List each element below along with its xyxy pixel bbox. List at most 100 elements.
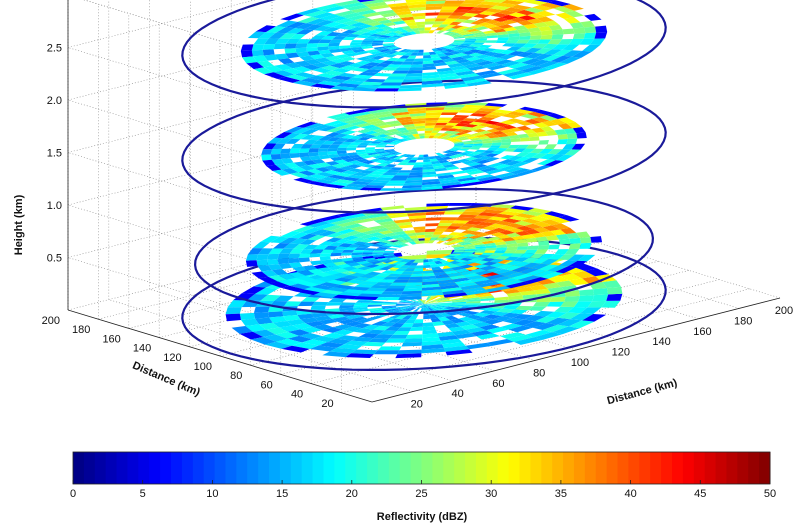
echo-cell: [448, 44, 460, 47]
echo-cell: [512, 319, 536, 326]
colorbar-segment: [486, 452, 499, 484]
echo-cell: [386, 128, 399, 133]
echo-cell: [418, 154, 424, 158]
echo-cell: [602, 280, 622, 288]
echo-cell: [300, 134, 317, 140]
echo-cell: [396, 303, 411, 305]
echo-cell: [281, 285, 304, 292]
colorbar-segment: [541, 452, 553, 484]
colorbar-segment: [192, 452, 205, 484]
echo-cell: [438, 159, 450, 164]
echo-cell: [607, 286, 623, 295]
echo-cell: [328, 154, 340, 159]
echo-cell: [317, 230, 337, 237]
echo-cell: [404, 157, 414, 160]
echo-cell: [357, 266, 372, 271]
echo-cell: [438, 177, 457, 182]
echo-cell: [478, 11, 497, 16]
echo-cell: [594, 32, 608, 39]
x-tick-label: 80: [533, 367, 545, 379]
echo-cell: [506, 223, 525, 228]
echo-cell: [345, 33, 361, 38]
echo-cell: [454, 280, 475, 285]
echo-cell: [331, 68, 351, 73]
echo-cell: [440, 127, 451, 131]
echo-cell: [360, 42, 373, 45]
echo-cell: [300, 326, 322, 333]
echo-cell: [363, 58, 378, 63]
echo-cell: [421, 344, 444, 350]
echo-cell: [333, 234, 352, 239]
echo-cell: [474, 4, 496, 9]
echo-cell: [493, 164, 512, 170]
echo-cell: [299, 148, 310, 153]
echo-cell: [451, 125, 464, 129]
echo-cell: [298, 170, 317, 176]
echo-cell: [400, 159, 411, 163]
echo-cell: [472, 32, 486, 36]
echo-cell: [420, 304, 424, 308]
echo-cell: [412, 304, 424, 308]
echo-cell: [514, 156, 532, 162]
echo-cell: [260, 294, 281, 301]
echo-cell: [363, 118, 382, 123]
echo-cell: [412, 164, 423, 168]
echo-cell: [472, 42, 485, 45]
echo-cell: [386, 28, 399, 32]
echo-cell: [463, 310, 480, 315]
echo-cell: [336, 335, 359, 341]
echo-cell: [566, 138, 578, 145]
echo-cell: [312, 159, 326, 164]
echo-cell: [370, 243, 384, 247]
echo-cell: [601, 300, 621, 308]
echo-cell: [535, 10, 556, 17]
echo-cell: [338, 166, 355, 171]
echo-cell: [437, 316, 451, 322]
echo-cell: [331, 168, 348, 173]
echo-cell: [340, 12, 362, 19]
echo-cell: [533, 122, 549, 128]
echo-cell: [270, 236, 290, 243]
echo-cell: [268, 281, 290, 288]
echo-cell: [411, 167, 423, 171]
echo-cell: [432, 321, 445, 326]
echo-cell: [342, 36, 356, 41]
echo-cell: [447, 15, 462, 19]
echo-cell: [483, 114, 502, 119]
echo-cell: [408, 215, 426, 220]
echo-cell: [295, 29, 314, 35]
echo-cell: [347, 215, 370, 222]
echo-cell: [361, 46, 374, 50]
echo-cell: [449, 238, 461, 243]
echo-cell: [396, 319, 409, 324]
echo-cell: [384, 183, 405, 186]
echo-cell: [285, 38, 301, 44]
echo-cell: [453, 40, 465, 43]
echo-cell: [279, 325, 301, 332]
echo-cell: [499, 230, 516, 235]
echo-cell: [360, 124, 377, 129]
echo-cell: [381, 223, 399, 228]
echo-cell: [404, 137, 413, 141]
echo-cell: [401, 299, 415, 303]
echo-cell: [414, 136, 421, 139]
echo-cell: [368, 4, 390, 10]
echo-cell: [307, 235, 326, 241]
echo-cell: [430, 160, 441, 165]
echo-cell: [337, 72, 359, 78]
echo-cell: [446, 306, 461, 310]
echo-cell: [497, 68, 521, 75]
echo-cell: [463, 250, 476, 253]
echo-cell: [341, 249, 355, 253]
echo-cell: [491, 142, 502, 146]
echo-cell: [423, 315, 431, 320]
echo-cell: [365, 147, 376, 150]
echo-cell: [547, 39, 563, 45]
echo-cell: [261, 154, 272, 161]
echo-cell: [413, 226, 426, 230]
echo-cell: [351, 256, 364, 261]
echo-cell: [326, 113, 350, 119]
echo-cell: [357, 293, 382, 298]
echo-cell: [394, 67, 411, 71]
echo-cell: [493, 316, 513, 322]
